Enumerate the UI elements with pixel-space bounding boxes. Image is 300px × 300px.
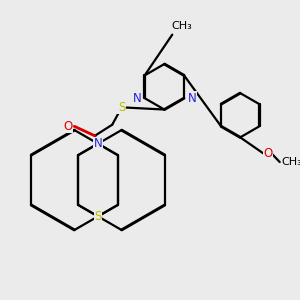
- Text: N: N: [188, 92, 196, 105]
- Text: CH₃: CH₃: [281, 157, 300, 167]
- Text: S: S: [94, 210, 102, 223]
- Text: N: N: [94, 137, 102, 150]
- Text: N: N: [132, 92, 141, 105]
- Text: CH₃: CH₃: [171, 21, 192, 31]
- Text: O: O: [263, 147, 272, 160]
- Text: S: S: [118, 101, 125, 114]
- Text: O: O: [63, 120, 73, 133]
